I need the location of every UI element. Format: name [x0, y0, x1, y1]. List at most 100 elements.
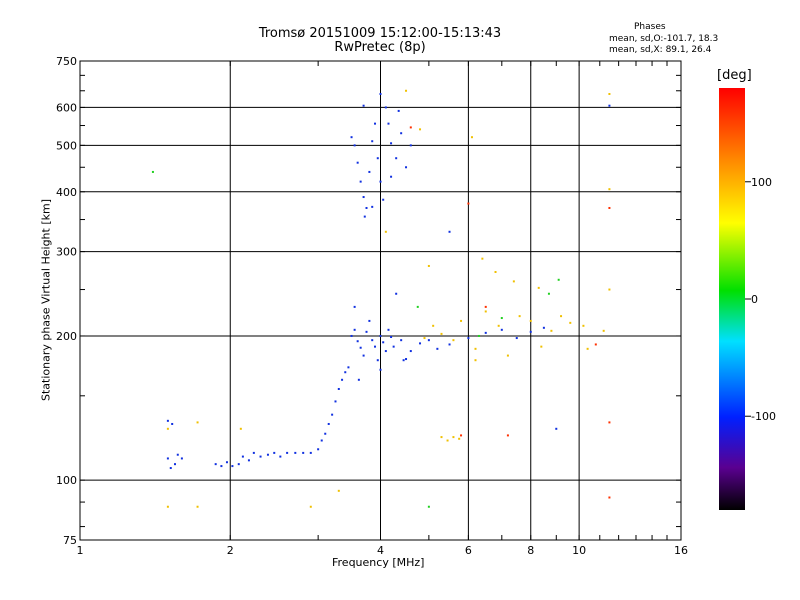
data-point	[392, 345, 395, 348]
data-point	[608, 288, 611, 291]
data-point	[500, 317, 503, 320]
data-point	[294, 451, 297, 454]
data-point	[400, 339, 403, 342]
data-point	[166, 427, 169, 430]
data-point	[379, 368, 382, 371]
data-point	[500, 328, 503, 331]
data-point	[379, 180, 382, 183]
data-point	[247, 459, 250, 462]
data-point	[608, 92, 611, 95]
data-point	[506, 354, 509, 357]
data-point	[166, 457, 169, 460]
data-point	[390, 175, 393, 178]
data-point	[353, 328, 356, 331]
x-tick-label: 8	[527, 544, 534, 557]
y-tick-label: 400	[56, 186, 77, 199]
x-tick-label: 16	[674, 544, 688, 557]
data-point	[397, 109, 400, 112]
data-point	[374, 122, 377, 125]
data-point	[237, 463, 240, 466]
data-point	[460, 319, 463, 322]
data-point	[196, 505, 199, 508]
data-point	[540, 345, 543, 348]
data-point	[515, 337, 518, 340]
data-point	[400, 132, 403, 135]
data-point	[324, 432, 327, 435]
data-point	[166, 419, 169, 422]
data-point	[180, 457, 183, 460]
data-point	[608, 421, 611, 424]
data-point	[405, 358, 408, 361]
data-point	[387, 328, 390, 331]
data-point	[608, 104, 611, 107]
data-point	[484, 331, 487, 334]
chart-title: Tromsø 20151009 15:12:00-15:13:43	[258, 26, 502, 41]
data-point	[337, 387, 340, 390]
x-tick-label: 1	[77, 544, 84, 557]
data-point	[331, 413, 334, 416]
data-point	[390, 336, 393, 339]
data-point	[347, 366, 350, 369]
data-point	[337, 489, 340, 492]
data-point	[409, 350, 412, 353]
data-point	[555, 427, 558, 430]
data-point	[586, 347, 589, 350]
colorbar-label: [deg]	[717, 68, 752, 83]
chart-subtitle: RwPretec (8p)	[334, 40, 426, 55]
data-point	[220, 465, 223, 468]
data-point	[356, 161, 359, 164]
data-point	[409, 126, 412, 129]
data-point	[608, 188, 611, 191]
data-point	[409, 144, 412, 147]
data-point	[368, 170, 371, 173]
data-point	[214, 463, 217, 466]
data-point	[327, 422, 330, 425]
data-point	[252, 451, 255, 454]
y-tick-label: 500	[56, 139, 77, 152]
data-point	[379, 334, 382, 337]
data-point	[365, 206, 368, 209]
data-point	[384, 350, 387, 353]
data-point	[379, 92, 382, 95]
data-point	[382, 341, 385, 344]
data-point	[484, 305, 487, 308]
data-point	[371, 205, 374, 208]
data-point	[427, 505, 430, 508]
data-point	[440, 332, 443, 335]
x-tick-label: 4	[377, 544, 384, 557]
data-point	[550, 329, 553, 332]
x-axis-label: Frequency [MHz]	[332, 556, 425, 569]
data-point	[387, 122, 390, 125]
y-tick-label: 300	[56, 246, 77, 259]
data-point	[474, 359, 477, 362]
phases-x-line: mean, sd,X: 89.1, 26.4	[609, 45, 712, 55]
data-point	[259, 455, 262, 458]
data-point	[353, 144, 356, 147]
data-point	[582, 324, 585, 327]
data-point	[416, 305, 419, 308]
y-tick-label: 600	[56, 101, 77, 114]
data-point	[436, 347, 439, 350]
colorbar-tick-label: 100	[751, 176, 772, 189]
data-point	[362, 196, 365, 199]
data-point	[371, 140, 374, 143]
data-point	[384, 106, 387, 109]
data-point	[374, 345, 377, 348]
data-point	[458, 437, 461, 440]
data-point	[169, 467, 172, 470]
data-point	[376, 359, 379, 362]
data-point	[529, 319, 532, 322]
data-point	[569, 321, 572, 324]
data-point	[446, 439, 449, 442]
data-point	[452, 436, 455, 439]
y-tick-label: 100	[56, 474, 77, 487]
data-point	[594, 343, 597, 346]
data-point	[402, 359, 405, 362]
data-point	[470, 136, 473, 139]
data-point	[512, 280, 515, 283]
data-point	[405, 89, 408, 92]
data-point	[359, 180, 362, 183]
data-point	[395, 292, 398, 295]
data-point	[602, 329, 605, 332]
